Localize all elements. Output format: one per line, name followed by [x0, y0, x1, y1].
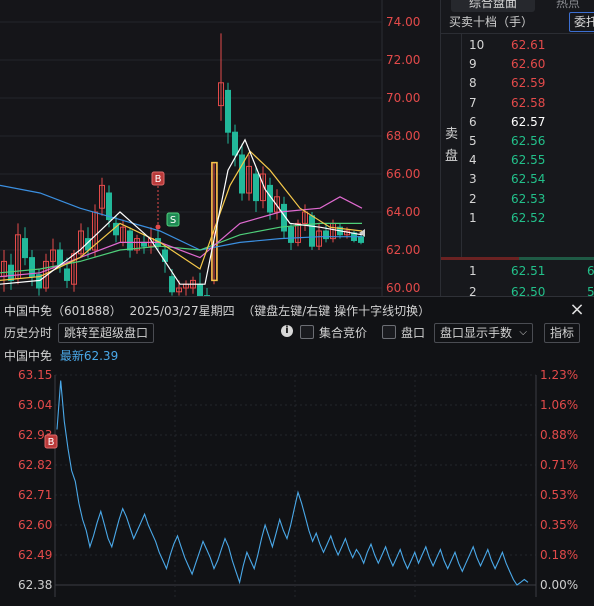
- intraday-price-line: [57, 381, 528, 586]
- order-book-level: 4: [469, 153, 489, 167]
- candlestick: [100, 178, 105, 216]
- candlestick: [219, 33, 224, 120]
- candlestick: [23, 227, 28, 265]
- candlestick: [51, 239, 56, 269]
- sell-marker-icon: S: [167, 213, 179, 226]
- order-book-price: 62.52: [511, 211, 545, 225]
- order-book-title: 买卖十档（手）: [449, 13, 533, 30]
- order-book-volume: 6: [587, 264, 594, 278]
- order-book-level: 3: [469, 172, 489, 186]
- candlestick: [303, 204, 308, 231]
- order-book-level: 8: [469, 76, 489, 90]
- svg-text:S: S: [170, 215, 176, 226]
- svg-text:B: B: [48, 437, 55, 448]
- price-axis-label: 68.00: [386, 129, 436, 143]
- buy-marker-icon: B: [45, 435, 57, 448]
- candlestick: [135, 235, 140, 254]
- tab-hotspot[interactable]: 热点: [541, 0, 594, 12]
- order-book-price: 62.55: [511, 153, 545, 167]
- candlestick: [275, 189, 280, 219]
- order-book-price: 62.54: [511, 172, 545, 186]
- candlestick: [2, 250, 7, 292]
- order-book-row[interactable]: 10 62.61: [441, 38, 594, 58]
- order-book-level: 7: [469, 96, 489, 110]
- order-book-row[interactable]: 2 62.50 5: [441, 285, 594, 296]
- price-axis-label: 62.00: [386, 243, 436, 257]
- candlestick: [247, 155, 252, 201]
- order-book-price: 62.50: [511, 285, 545, 296]
- intraday-chart[interactable]: B: [0, 297, 594, 606]
- order-book-level: 1: [469, 264, 489, 278]
- order-book-price: 62.56: [511, 134, 545, 148]
- order-book-price: 62.58: [511, 96, 545, 110]
- tab-entrust[interactable]: 委托: [569, 12, 594, 32]
- intraday-popup: 中国中免（601888） 2025/03/27星期四 （键盘左键/右键 操作十字…: [0, 296, 594, 606]
- order-book-level: 10: [469, 38, 489, 52]
- moving-average-line: [0, 223, 362, 272]
- candlestick: [184, 280, 189, 295]
- price-axis-label: 72.00: [386, 53, 436, 67]
- buy-marker-dot: [156, 225, 161, 230]
- candlestick: [289, 223, 294, 250]
- current-price-pointer-icon: [359, 229, 365, 237]
- order-book-price: 62.53: [511, 192, 545, 206]
- price-axis-label: 66.00: [386, 167, 436, 181]
- price-axis-label: 70.00: [386, 91, 436, 105]
- order-book-price: 62.61: [511, 38, 545, 52]
- order-book-level: 2: [469, 192, 489, 206]
- order-book-level: 6: [469, 115, 489, 129]
- candlestick: [240, 144, 245, 201]
- buy-marker-icon: B: [152, 172, 164, 185]
- order-book-price: 62.57: [511, 115, 545, 129]
- price-axis-label: 60.00: [386, 281, 436, 295]
- order-book-level: 2: [469, 285, 489, 296]
- candlestick: [142, 235, 147, 254]
- divider: [519, 257, 594, 260]
- candlestick: [254, 166, 259, 212]
- svg-text:B: B: [155, 174, 162, 185]
- divider: [441, 33, 594, 34]
- order-book-price: 62.51: [511, 264, 545, 278]
- price-axis-label: 64.00: [386, 205, 436, 219]
- candlestick: [310, 212, 315, 250]
- order-book-price: 62.59: [511, 76, 545, 90]
- kline-canvas[interactable]: BS: [0, 0, 440, 296]
- candlestick: [79, 223, 84, 257]
- order-book-level: 9: [469, 57, 489, 71]
- order-book-row[interactable]: 1 62.51 6: [441, 264, 594, 284]
- order-book-level: 1: [469, 211, 489, 225]
- order-book-price: 62.60: [511, 57, 545, 71]
- order-book-panel: 综合盘面 热点 买卖十档（手） 委托 卖盘 1062.61962.60862.5…: [440, 0, 594, 296]
- order-book-level: 5: [469, 134, 489, 148]
- tab-overview[interactable]: 综合盘面: [451, 0, 535, 12]
- candlestick: [205, 288, 210, 296]
- price-axis-label: 74.00: [386, 15, 436, 29]
- order-book-volume: 5: [587, 285, 594, 296]
- candlestick: [191, 277, 196, 294]
- candlestick: [226, 83, 231, 144]
